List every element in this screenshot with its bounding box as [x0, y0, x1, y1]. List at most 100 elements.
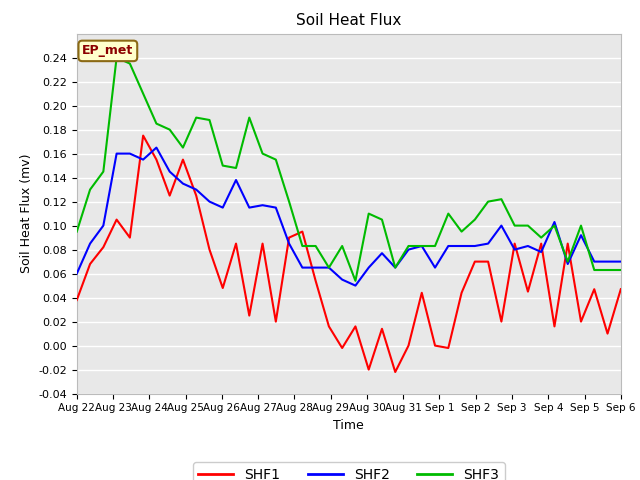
SHF2 — [351, 283, 359, 288]
SHF3 — [232, 165, 240, 171]
SHF3 — [205, 117, 213, 123]
SHF3 — [312, 243, 319, 249]
Line: SHF3: SHF3 — [77, 58, 621, 281]
SHF2 — [524, 243, 532, 249]
SHF1 — [351, 324, 359, 329]
SHF3 — [458, 228, 465, 234]
SHF1 — [73, 297, 81, 303]
SHF3 — [577, 223, 585, 228]
Legend: SHF1, SHF2, SHF3: SHF1, SHF2, SHF3 — [193, 462, 505, 480]
SHF3 — [404, 243, 412, 249]
SHF1 — [404, 343, 412, 348]
SHF2 — [458, 243, 465, 249]
SHF3 — [152, 120, 160, 126]
SHF2 — [73, 271, 81, 276]
SHF3 — [538, 235, 545, 240]
SHF2 — [193, 187, 200, 192]
SHF1 — [392, 369, 399, 375]
SHF1 — [577, 319, 585, 324]
SHF1 — [418, 290, 426, 296]
SHF3 — [392, 264, 399, 270]
SHF3 — [193, 115, 200, 120]
SHF3 — [351, 278, 359, 284]
SHF1 — [339, 345, 346, 351]
SHF1 — [365, 367, 372, 372]
SHF2 — [392, 264, 399, 270]
SHF3 — [219, 163, 227, 168]
SHF1 — [604, 331, 611, 336]
SHF2 — [431, 264, 439, 270]
SHF2 — [471, 243, 479, 249]
SHF3 — [511, 223, 518, 228]
SHF3 — [524, 223, 532, 228]
SHF3 — [497, 196, 505, 202]
SHF3 — [86, 187, 94, 192]
SHF3 — [418, 243, 426, 249]
SHF2 — [591, 259, 598, 264]
SHF2 — [378, 250, 386, 256]
SHF1 — [378, 326, 386, 332]
SHF3 — [285, 199, 293, 204]
SHF2 — [113, 151, 120, 156]
SHF3 — [431, 243, 439, 249]
SHF3 — [564, 259, 572, 264]
SHF1 — [484, 259, 492, 264]
SHF1 — [312, 278, 319, 284]
SHF2 — [339, 276, 346, 282]
SHF3 — [272, 156, 280, 162]
SHF2 — [246, 204, 253, 210]
SHF2 — [365, 264, 372, 270]
SHF2 — [497, 223, 505, 228]
SHF2 — [152, 144, 160, 150]
SHF2 — [325, 264, 333, 270]
SHF1 — [617, 286, 625, 292]
SHF1 — [126, 235, 134, 240]
SHF3 — [604, 267, 611, 273]
SHF1 — [458, 290, 465, 296]
SHF2 — [577, 232, 585, 238]
SHF2 — [538, 249, 545, 255]
SHF2 — [126, 151, 134, 156]
SHF2 — [418, 243, 426, 249]
SHF3 — [113, 55, 120, 60]
SHF2 — [564, 261, 572, 267]
SHF1 — [259, 240, 266, 247]
SHF2 — [285, 240, 293, 247]
SHF2 — [166, 168, 173, 174]
SHF3 — [166, 127, 173, 132]
SHF2 — [550, 219, 558, 225]
SHF2 — [298, 264, 306, 270]
SHF1 — [99, 244, 107, 250]
SHF1 — [86, 261, 94, 267]
SHF2 — [219, 204, 227, 210]
SHF1 — [285, 235, 293, 240]
SHF1 — [166, 192, 173, 199]
SHF3 — [140, 91, 147, 96]
Line: SHF2: SHF2 — [77, 147, 621, 286]
SHF3 — [484, 199, 492, 204]
Text: EP_met: EP_met — [82, 44, 134, 58]
SHF1 — [497, 319, 505, 324]
SHF1 — [193, 192, 200, 199]
SHF3 — [179, 144, 187, 150]
SHF3 — [471, 216, 479, 222]
SHF1 — [246, 313, 253, 319]
SHF1 — [524, 288, 532, 294]
SHF2 — [484, 240, 492, 247]
SHF3 — [591, 267, 598, 273]
SHF2 — [232, 177, 240, 183]
SHF3 — [73, 228, 81, 234]
SHF2 — [179, 180, 187, 186]
SHF3 — [444, 211, 452, 216]
SHF2 — [86, 240, 94, 247]
SHF3 — [246, 115, 253, 120]
SHF1 — [140, 132, 147, 138]
SHF1 — [444, 345, 452, 351]
SHF3 — [325, 264, 333, 270]
SHF3 — [617, 267, 625, 273]
SHF1 — [550, 324, 558, 329]
SHF3 — [99, 168, 107, 174]
SHF1 — [205, 247, 213, 252]
SHF3 — [298, 243, 306, 249]
SHF1 — [591, 286, 598, 292]
